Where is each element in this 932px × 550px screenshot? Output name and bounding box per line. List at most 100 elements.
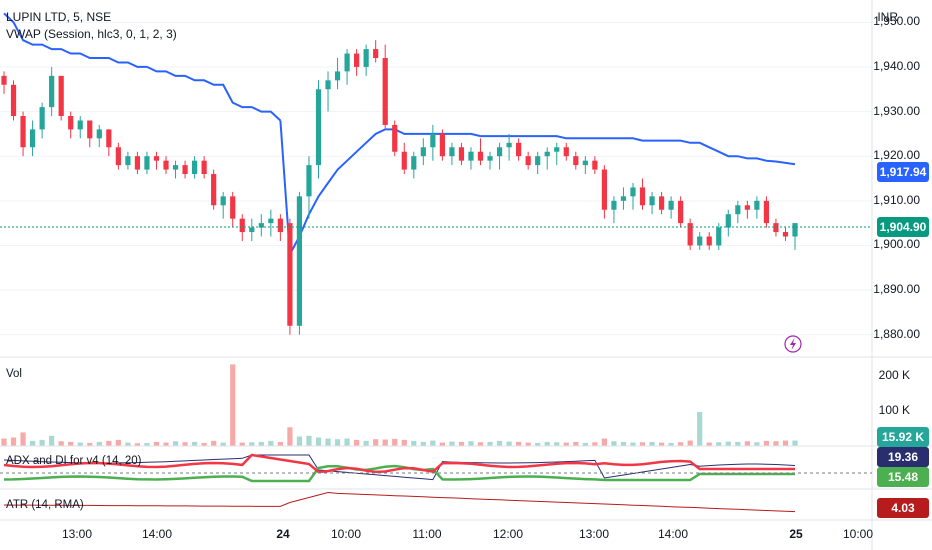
adx-line [3, 454, 796, 481]
atr-line [3, 491, 796, 513]
volume-bar [516, 441, 522, 446]
candle-body [573, 156, 579, 166]
volume-bar [344, 438, 350, 446]
volume-bar [96, 441, 102, 446]
volume-bar [153, 441, 160, 446]
volume-bar [87, 442, 93, 446]
volume-bar [544, 441, 550, 446]
candle-body [268, 218, 274, 224]
volume-bar [401, 439, 407, 446]
volume-bar [792, 440, 798, 446]
candle-body [678, 200, 684, 224]
candle-body [630, 187, 636, 197]
volume-title[interactable]: Vol [6, 368, 22, 380]
volume-bar [525, 442, 531, 446]
candle-body [716, 227, 722, 246]
candle-body [392, 124, 398, 152]
time-axis-label: 12:00 [492, 527, 524, 541]
candle-body [58, 75, 64, 117]
volume-bar [325, 438, 331, 446]
volume-bar [68, 441, 74, 446]
volume-bar [392, 438, 398, 446]
volume-bar [373, 439, 379, 446]
atr-badge: 4.03 [877, 498, 929, 518]
candle-body [334, 71, 341, 81]
candle-body [449, 147, 455, 157]
candle-body [544, 151, 550, 157]
time-axis-label: 11:00 [412, 527, 442, 541]
candle-body [706, 236, 712, 246]
volume-bar [230, 364, 236, 446]
candle-body [744, 205, 750, 210]
volume-bar [115, 439, 121, 446]
vwap-line-day1 [3, 12, 282, 122]
candle-body [134, 156, 141, 170]
atr-title[interactable]: ATR (14, RMA) [6, 499, 84, 511]
adx-title[interactable]: ADX and DI for v4 (14, 20) [6, 455, 142, 467]
volume-bar [239, 442, 245, 446]
lightning-icon[interactable] [784, 335, 802, 353]
volume-bar [172, 441, 179, 446]
candle-body [620, 196, 627, 201]
volume-bar [554, 442, 560, 446]
time-axis-label: 24 [276, 527, 290, 541]
volume-bar [39, 439, 45, 446]
candle-body [411, 156, 417, 170]
candle-body [535, 156, 541, 166]
vwap-line-day2 [279, 120, 796, 258]
volume-bar [77, 442, 83, 446]
candle-body [735, 205, 741, 215]
candle-body [10, 84, 17, 117]
volume-bar [306, 435, 312, 446]
volume-bar [763, 440, 770, 446]
candle-body [201, 160, 207, 175]
candle-body [649, 196, 655, 206]
volume-bar [487, 441, 493, 446]
volume-bar [697, 412, 703, 446]
candles[interactable] [1, 40, 798, 335]
candle-body [325, 80, 331, 90]
last-price-badge: 1,904.90 [877, 217, 929, 237]
volume-bar [420, 441, 426, 446]
volume-badge: 15.92 K [877, 427, 929, 447]
volume-bar [134, 443, 141, 446]
volume-bar [735, 441, 741, 446]
volume-axis-200k: 200 K [878, 368, 910, 382]
volume-bar [582, 442, 588, 446]
volume-bar [468, 441, 474, 446]
candle-body [125, 156, 131, 166]
candle-body [258, 223, 264, 228]
candle-body [592, 160, 598, 170]
candle-body [172, 165, 179, 170]
volume-bar [430, 440, 436, 446]
volume-bar [535, 442, 541, 446]
volume-bar [458, 441, 465, 446]
candle-body [773, 223, 779, 233]
candle-body [239, 218, 245, 233]
candle-body [373, 49, 379, 59]
volume-bar [29, 440, 36, 446]
candle-body [782, 232, 789, 237]
candle-body [401, 151, 407, 170]
price-axis-label: 1,890.00 [873, 282, 920, 297]
candle-body [39, 107, 45, 130]
volume-axis-100k: 100 K [878, 403, 910, 417]
volume-bar [620, 441, 627, 446]
candle-body [658, 196, 665, 210]
candle-body [220, 196, 226, 206]
vwap-indicator-title[interactable]: VWAP (Session, hlc3, 0, 1, 2, 3) [6, 27, 177, 41]
currency-label[interactable]: INR [877, 10, 898, 24]
candle-body [315, 89, 322, 166]
volume-bar [630, 442, 636, 446]
candle-body [792, 223, 798, 237]
candle-body [249, 227, 255, 233]
volume-bar [563, 442, 569, 446]
candle-body [525, 156, 531, 166]
volume-bar [592, 442, 598, 446]
candle-body [420, 147, 426, 157]
price-axis-label: 1,880.00 [873, 326, 920, 341]
volume-bar [106, 440, 112, 446]
candle-body [306, 165, 312, 197]
symbol-title[interactable]: LUPIN LTD, 5, NSE [6, 10, 112, 24]
